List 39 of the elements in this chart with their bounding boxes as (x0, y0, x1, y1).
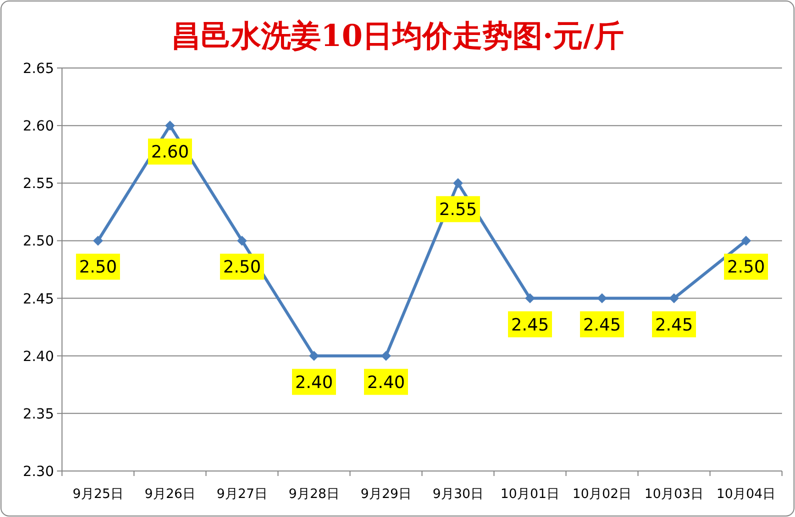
text: 2.50 (22, 234, 54, 250)
x-tick-label: 10月02日 (572, 487, 632, 502)
x-tick-label: 10月04日 (716, 487, 776, 502)
data-label: 2.40 (367, 372, 405, 393)
x-tick-label: 9月26日 (144, 487, 196, 502)
text: 2.35 (22, 406, 54, 422)
x-tick-label: 9月29日 (360, 487, 412, 502)
data-label: 2.50 (727, 258, 765, 278)
data-label: 2.50 (223, 258, 261, 278)
data-label: 2.60 (151, 142, 189, 163)
text: 2.65 (22, 61, 54, 77)
data-label: 2.55 (439, 200, 477, 220)
data-label: 2.50 (79, 258, 117, 278)
text: 2.45 (22, 291, 54, 308)
data-label: 2.45 (655, 315, 693, 336)
point (525, 293, 535, 304)
point (165, 120, 175, 131)
point (453, 178, 463, 188)
data-label: 2.45 (511, 315, 549, 336)
text: 2.40 (22, 348, 54, 365)
point (93, 236, 103, 246)
x-tick-label: 9月28日 (288, 487, 340, 502)
data-label: 2.45 (583, 315, 621, 336)
x-tick-label: 9月25日 (72, 487, 124, 502)
x-tick-label: 10月03日 (644, 487, 704, 502)
point (741, 236, 751, 246)
x-tick-label: 9月27日 (216, 487, 268, 502)
point (597, 293, 607, 304)
text: 2.60 (22, 118, 54, 135)
text: 2.30 (22, 464, 54, 480)
point (309, 350, 319, 361)
point (381, 350, 391, 361)
point (669, 293, 679, 304)
x-tick-label: 10月01日 (500, 487, 560, 502)
chart-title: 昌邑水洗姜10日均价走势图·元/斤 (170, 19, 624, 54)
data-label: 2.40 (295, 372, 333, 393)
x-tick-label: 9月30日 (432, 487, 484, 502)
text: 2.55 (22, 176, 54, 192)
point (237, 236, 247, 246)
